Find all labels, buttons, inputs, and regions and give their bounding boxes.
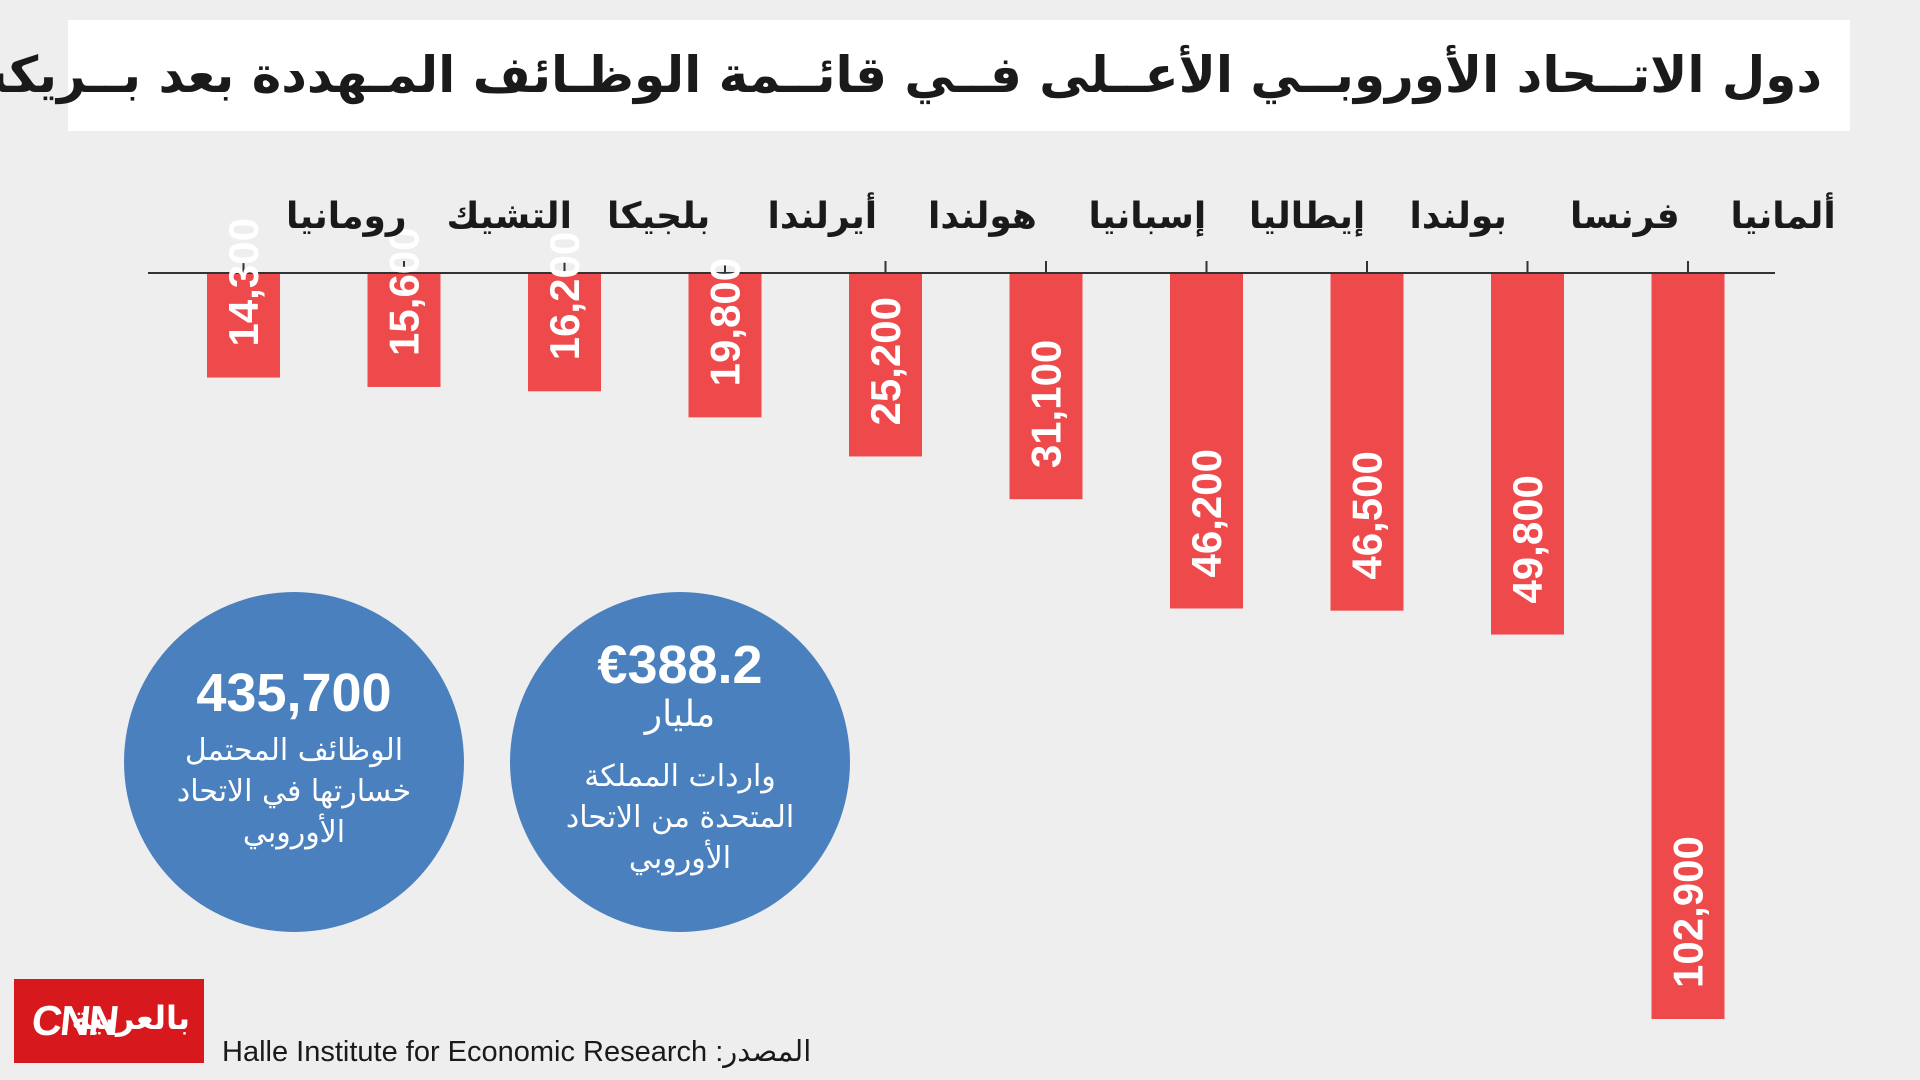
category-label: بولندا (1410, 196, 1507, 237)
bar-value-label: 49,800 (1504, 475, 1551, 603)
category-label: بلجيكا (607, 196, 710, 237)
bar (1491, 274, 1564, 635)
imports-stat-unit: مليار (644, 694, 716, 735)
category-label: إيطاليا (1249, 196, 1365, 237)
imports-stat-caption-line: واردات المملكة (584, 759, 776, 794)
jobs-stat-caption-line: الأوروبي (242, 815, 346, 850)
chart-title: دول الاتــحاد الأوروبــي الأعــلى فــي ق… (0, 46, 1822, 104)
cnn-arabic-logo: CNN بالعربية (14, 979, 204, 1063)
title-banner: دول الاتــحاد الأوروبــي الأعــلى فــي ق… (0, 20, 1850, 131)
bar (1009, 274, 1083, 500)
bar-value-label: 19,800 (702, 258, 749, 386)
logo-arabic-text: بالعربية (71, 999, 191, 1037)
category-label: إسبانيا (1089, 196, 1207, 237)
category-label: رومانيا (286, 196, 407, 237)
bar (1170, 274, 1243, 609)
bar (1330, 274, 1404, 611)
bar (528, 274, 601, 392)
bar-value-label: 25,200 (862, 297, 909, 425)
jobs-stat-circle: 435,700 الوظائف المحتمل خسارتها في الاتح… (124, 592, 464, 932)
bar-value-label: 102,900 (1665, 836, 1712, 988)
imports-stat-caption-line: المتحدة من الاتحاد (565, 800, 795, 835)
bar (207, 274, 280, 378)
jobs-stat-caption-line: الوظائف المحتمل (184, 733, 404, 768)
imports-stat-caption-line: الأوروبي (628, 841, 732, 876)
category-label: فرنسا (1570, 196, 1680, 237)
bar (367, 274, 441, 387)
source-credit: Halle Institute for Economic Research :ا… (222, 1036, 812, 1068)
jobs-stat-number: 435,700 (196, 663, 392, 723)
bar (688, 274, 762, 418)
category-label: أيرلندا (768, 192, 878, 237)
imports-stat-number: €388.2 (597, 635, 763, 695)
bar-value-label: 31,100 (1023, 340, 1070, 468)
jobs-stat-caption-line: خسارتها في الاتحاد (176, 774, 412, 809)
category-label: التشيك (447, 196, 572, 237)
bar-value-label: 46,200 (1183, 449, 1230, 577)
bar-value-label: 46,500 (1344, 451, 1391, 579)
category-label: هولندا (928, 196, 1037, 237)
imports-stat-caption: واردات المملكة المتحدة من الاتحاد الأورو… (540, 756, 820, 879)
bar (1651, 274, 1725, 1019)
bar (849, 274, 922, 457)
category-label: ألمانيا (1731, 192, 1836, 237)
jobs-stat-caption: الوظائف المحتمل خسارتها في الاتحاد الأور… (154, 730, 434, 853)
bar-value-label: 15,600 (381, 227, 428, 355)
bar-value-label: 16,200 (541, 232, 588, 360)
imports-stat-circle: €388.2 مليار واردات المملكة المتحدة من ا… (510, 592, 850, 932)
bar-value-label: 14,300 (220, 218, 267, 346)
